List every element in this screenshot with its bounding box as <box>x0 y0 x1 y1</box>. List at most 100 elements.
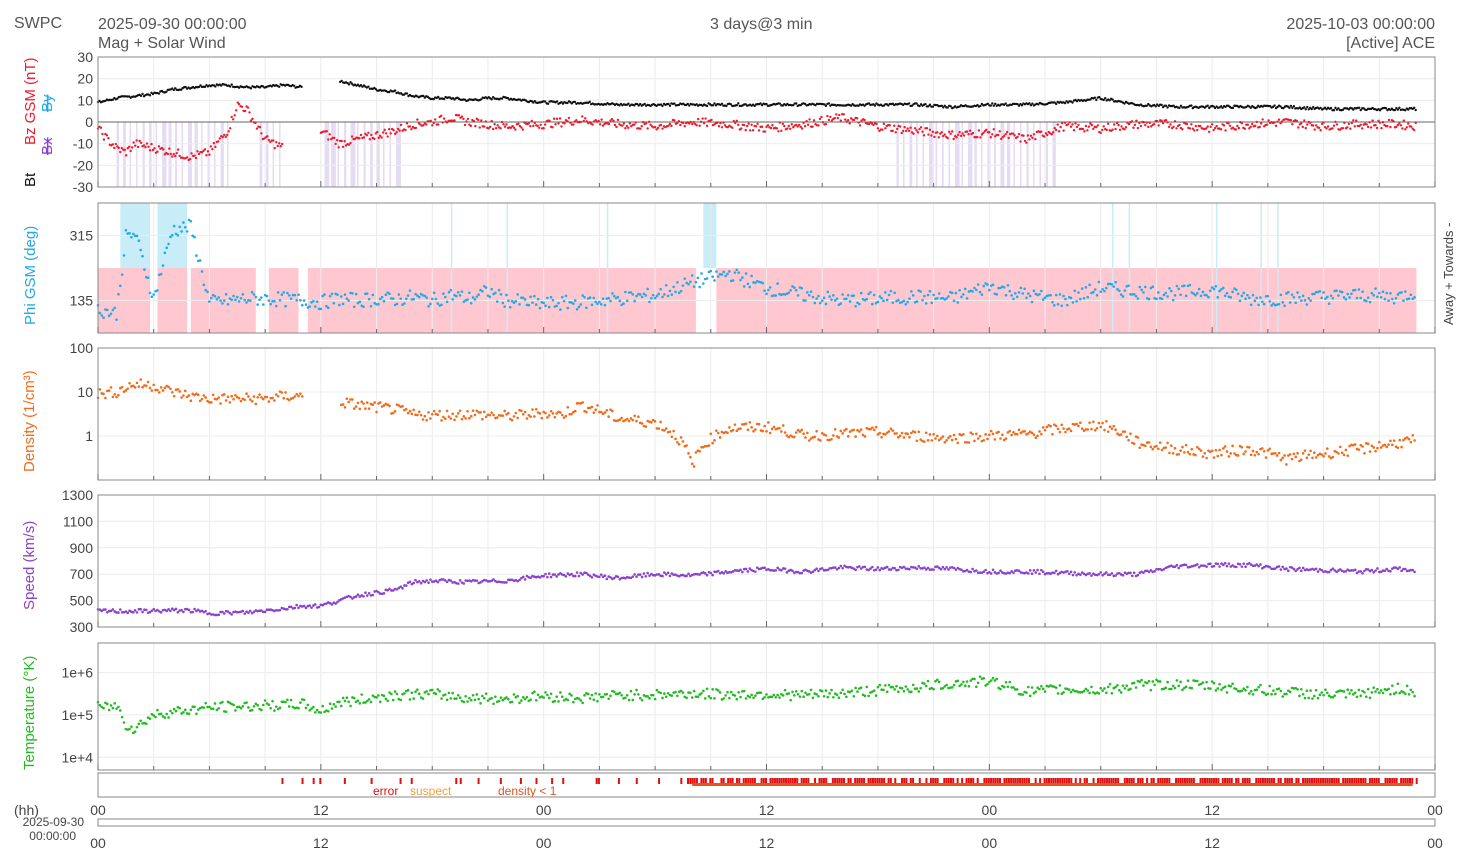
phi-point <box>1272 302 1275 306</box>
temperature-point <box>1112 686 1116 690</box>
bz-point <box>1405 126 1408 129</box>
temperature-point <box>973 677 976 681</box>
speed-point <box>616 575 620 579</box>
phi-point <box>1205 293 1208 297</box>
temperature-point <box>534 698 538 702</box>
bz-point <box>847 118 850 122</box>
phi-point <box>172 224 176 228</box>
bz-point <box>1273 121 1276 124</box>
density-point <box>250 399 254 403</box>
bz-point <box>509 126 513 130</box>
phi-point <box>744 272 748 275</box>
temperature-point <box>1281 695 1285 698</box>
phi-point <box>267 299 271 302</box>
density-point <box>1379 446 1383 449</box>
bz-point <box>894 131 897 134</box>
phi-point <box>1101 287 1104 291</box>
error-flag <box>751 778 754 784</box>
phi-point <box>1264 294 1268 298</box>
density-point <box>874 425 878 429</box>
speed-point <box>876 566 880 569</box>
phi-point <box>1058 293 1062 296</box>
density-point <box>930 439 934 442</box>
temperature-point <box>254 702 258 706</box>
speed-point <box>404 584 408 587</box>
bz-point <box>1309 121 1312 124</box>
bt-point <box>778 102 782 105</box>
temperature-point <box>321 704 324 708</box>
phi-point <box>156 289 159 292</box>
speed-point <box>1223 561 1227 565</box>
temperature-point <box>297 706 300 710</box>
bz-point <box>536 124 539 128</box>
temperature-point <box>659 691 662 695</box>
temperature-point <box>105 702 109 706</box>
density-point <box>274 393 278 396</box>
phi-point <box>133 234 137 238</box>
bz-point <box>175 151 178 155</box>
phi-point <box>583 295 586 299</box>
temperature-point <box>170 711 174 715</box>
speed-point <box>1281 565 1285 569</box>
bz-point <box>151 148 155 152</box>
error-flag <box>1132 778 1135 784</box>
temperature-point <box>1069 690 1073 694</box>
speed-point <box>858 565 861 568</box>
error-flag <box>1052 778 1055 784</box>
phi-point <box>802 299 805 302</box>
speed-point <box>401 587 404 590</box>
bz-point <box>838 113 841 117</box>
bz-point <box>829 115 832 119</box>
error-flag <box>1101 778 1104 784</box>
temperature-point <box>902 689 906 693</box>
bz-point <box>248 111 251 114</box>
bt-point <box>1108 99 1111 102</box>
density-point <box>1075 422 1078 426</box>
error-flag <box>869 778 872 784</box>
bz-point <box>255 127 259 130</box>
speed-point <box>1300 569 1303 573</box>
phi-point <box>427 305 430 308</box>
bz-point <box>123 148 126 152</box>
bz-point <box>817 124 820 127</box>
phi-point <box>408 289 412 292</box>
speed-point <box>289 605 293 609</box>
density-point <box>729 429 733 433</box>
speed-point <box>336 600 339 604</box>
phi-point <box>1119 293 1123 296</box>
phi-point <box>824 302 828 306</box>
error-flag <box>994 778 997 784</box>
temperature-point <box>378 700 382 704</box>
temperature-point <box>365 699 369 703</box>
bt-point <box>1332 109 1336 112</box>
temperature-point <box>393 690 397 693</box>
speed-point <box>1329 568 1333 572</box>
temperature-point <box>1296 688 1299 691</box>
phi-point <box>739 278 742 282</box>
bt-point <box>432 97 435 101</box>
error-flag <box>753 778 756 784</box>
temperature-point <box>817 694 820 698</box>
speed-point <box>182 610 185 614</box>
error-flag <box>1128 778 1131 784</box>
bz-point <box>200 151 204 154</box>
speed-point <box>473 579 477 582</box>
error-flag <box>807 778 810 784</box>
error-flag <box>880 778 883 784</box>
error-flag <box>399 778 402 784</box>
speed-point <box>997 571 1000 575</box>
bt-point <box>157 92 161 95</box>
temperature-point <box>512 693 516 696</box>
bz-point <box>1274 124 1278 128</box>
error-flag <box>1103 778 1106 784</box>
density-point <box>1114 428 1117 432</box>
speed-point <box>1249 563 1253 566</box>
temperature-point <box>1370 691 1374 694</box>
error-flag <box>1199 778 1202 784</box>
bz-south-shade <box>123 122 126 187</box>
phi-point <box>793 286 796 289</box>
temperature-point <box>1325 691 1329 695</box>
density-point <box>681 440 685 443</box>
temperature-point <box>178 706 182 710</box>
bt-point <box>759 102 762 105</box>
